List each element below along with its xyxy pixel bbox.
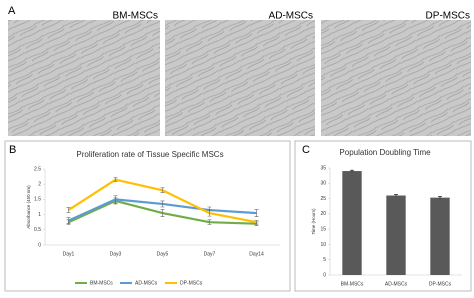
y-tick-label: 15 xyxy=(320,226,326,232)
x-tick-label: DP-MSCs xyxy=(429,281,452,287)
y-tick-label: 0.5 xyxy=(34,227,41,233)
y-axis-label: Time (Hours) xyxy=(311,208,316,235)
panel-label: B xyxy=(9,144,16,156)
panel-label: A xyxy=(8,5,16,17)
x-tick-label: Day7 xyxy=(204,251,216,257)
y-tick-label: 30 xyxy=(320,181,326,187)
y-tick-label: 25 xyxy=(320,196,326,202)
y-tick-label: 10 xyxy=(320,242,326,248)
x-tick-label: Day14 xyxy=(249,251,264,257)
panel-label: C xyxy=(302,144,310,156)
y-tick-label: 5 xyxy=(323,257,326,263)
x-tick-label: Day3 xyxy=(110,251,122,257)
error-bar xyxy=(66,217,71,225)
y-tick-label: 1 xyxy=(38,212,41,218)
bar xyxy=(386,195,406,275)
error-bar xyxy=(160,209,165,218)
error-bar xyxy=(113,177,118,182)
error-bar xyxy=(66,207,71,213)
error-bar xyxy=(207,219,212,225)
micrograph xyxy=(8,20,160,136)
error-bar xyxy=(113,195,118,204)
y-tick-label: 35 xyxy=(320,165,326,171)
bar xyxy=(342,171,362,275)
legend-label: AD-MSCs xyxy=(135,280,158,286)
y-axis-label: Absorbance (450 nm) xyxy=(26,185,31,229)
legend-label: BM-MSCs xyxy=(90,280,113,286)
x-tick-label: BM-MSCs xyxy=(341,281,364,287)
image-label: BM-MSCs xyxy=(112,11,158,22)
panel-frame xyxy=(4,140,291,292)
x-tick-label: Day5 xyxy=(157,251,169,257)
error-bar xyxy=(394,194,398,197)
error-bar xyxy=(160,187,165,194)
error-bar xyxy=(254,209,259,218)
error-bar xyxy=(438,196,442,199)
y-tick-label: 2.5 xyxy=(34,166,41,172)
chart-title: Population Doubling Time xyxy=(339,148,431,157)
micrograph xyxy=(165,20,315,136)
chart-title: Proliferation rate of Tissue Specific MS… xyxy=(76,150,223,159)
error-bar xyxy=(350,169,354,172)
image-label: DP-MSCs xyxy=(426,11,470,22)
image-label: AD-MSCs xyxy=(269,11,313,22)
legend-label: DP-MSCs xyxy=(180,280,203,286)
bar xyxy=(430,197,450,275)
y-tick-label: 0 xyxy=(38,242,41,248)
y-tick-label: 20 xyxy=(320,211,326,217)
x-tick-label: AD-MSCs xyxy=(385,281,408,287)
x-tick-label: Day1 xyxy=(63,251,75,257)
error-bar xyxy=(160,200,165,208)
error-bar xyxy=(207,209,212,217)
error-bar xyxy=(254,220,259,225)
micrograph xyxy=(321,20,471,136)
y-tick-label: 1.5 xyxy=(34,197,41,203)
panel-frame xyxy=(294,140,472,292)
y-tick-label: 2 xyxy=(38,182,41,188)
y-tick-label: 0 xyxy=(323,272,326,278)
